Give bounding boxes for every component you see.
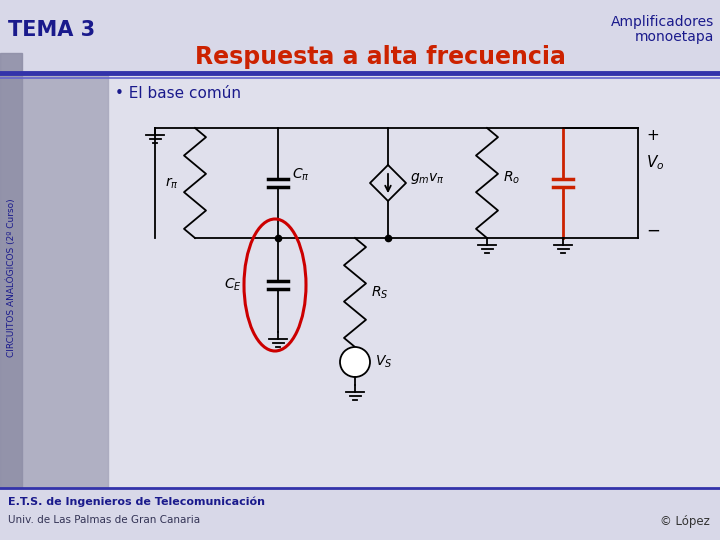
Text: monoetapa: monoetapa bbox=[634, 30, 714, 44]
Text: $g_m v_\pi$: $g_m v_\pi$ bbox=[410, 172, 445, 186]
Bar bbox=[0, 53, 22, 488]
Text: Respuesta a alta frecuencia: Respuesta a alta frecuencia bbox=[194, 45, 565, 69]
Text: $V_o$: $V_o$ bbox=[646, 154, 665, 172]
Text: • El base común: • El base común bbox=[115, 85, 241, 100]
Text: CIRCUITOS ANALÓGICOS (2º Curso): CIRCUITOS ANALÓGICOS (2º Curso) bbox=[6, 199, 16, 357]
Text: TEMA 3: TEMA 3 bbox=[8, 20, 95, 40]
Text: E.T.S. de Ingenieros de Telecomunicación: E.T.S. de Ingenieros de Telecomunicación bbox=[8, 497, 265, 507]
Text: $r_\pi$: $r_\pi$ bbox=[166, 176, 179, 191]
Bar bbox=[0, 53, 108, 488]
Text: Univ. de Las Palmas de Gran Canaria: Univ. de Las Palmas de Gran Canaria bbox=[8, 515, 200, 525]
Text: $R_S$: $R_S$ bbox=[371, 284, 389, 301]
Text: +: + bbox=[646, 129, 659, 144]
Text: $V_S$: $V_S$ bbox=[375, 354, 392, 370]
Text: $C_\pi$: $C_\pi$ bbox=[292, 167, 310, 183]
Bar bbox=[0, 0, 720, 72]
Text: $R_o$: $R_o$ bbox=[503, 170, 520, 186]
Text: $C_E$: $C_E$ bbox=[224, 277, 242, 293]
Text: $-$: $-$ bbox=[646, 221, 660, 239]
Text: © López: © López bbox=[660, 516, 710, 529]
Circle shape bbox=[340, 347, 370, 377]
Bar bbox=[0, 488, 720, 540]
Text: Amplificadores: Amplificadores bbox=[611, 15, 714, 29]
